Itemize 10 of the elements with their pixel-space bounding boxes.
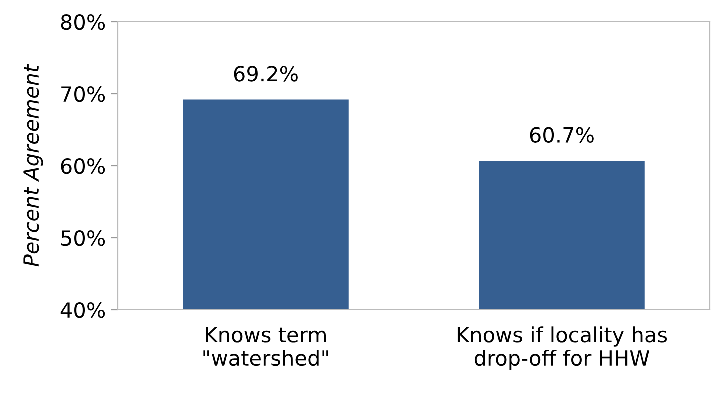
y-tick-label: 70% <box>62 86 106 102</box>
y-tick-label: 60% <box>61 158 106 174</box>
y-axis-title: Percent Agreement <box>24 64 44 267</box>
y-tick-label: 40% <box>60 302 106 318</box>
data-label: 69.2% <box>234 66 298 82</box>
y-tick-label: 50% <box>61 230 106 246</box>
y-tick-label: 80% <box>61 14 106 30</box>
data-label: 60.7% <box>530 127 594 144</box>
x-tick-label: Knows term "watershed" <box>204 327 328 366</box>
x-tick-label: Knows if locality has drop-off for HHW <box>458 326 668 370</box>
